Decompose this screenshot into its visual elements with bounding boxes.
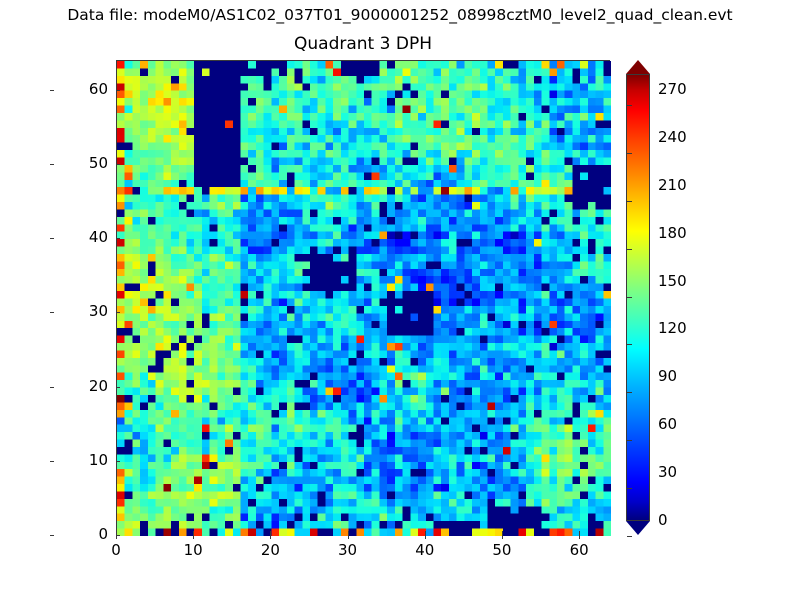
x-tick-mark-inner [270,531,272,535]
colorbar-tick-label: 0 [658,511,668,529]
colorbar-tick-mark [627,344,632,346]
x-tick-mark [270,535,272,539]
x-tick-label: 10 [183,541,203,559]
x-tick-label: 60 [569,541,589,559]
y-tick-mark [50,312,54,314]
y-tick-label: 30 [88,302,108,321]
x-tick-label: 40 [415,541,435,559]
y-tick-mark-inner [116,89,120,91]
colorbar-tick-mark [627,104,632,106]
y-tick-label: 10 [88,450,108,469]
colorbar-tick-mark [627,536,632,537]
colorbar-tick-mark [627,248,632,250]
colorbar-tick-mark [627,200,632,202]
y-tick-mark [50,386,54,388]
colorbar-tick-mark [627,488,632,490]
y-tick-mark-inner [116,163,120,165]
colorbar-tick-mark [627,152,632,154]
y-tick-label: 20 [88,376,108,395]
x-tick-mark [424,535,426,539]
colorbar-tick-label: 90 [658,367,678,386]
chart-title: Quadrant 3 DPH [294,34,432,54]
x-tick-mark [579,535,581,539]
colorbar-tick-label: 120 [658,319,687,338]
x-tick-label: 30 [338,541,358,559]
x-tick-mark [501,535,503,539]
y-tick-mark-inner [116,312,120,314]
x-tick-mark-inner [424,531,426,535]
colorbar-tick-label: 30 [658,463,678,482]
x-tick-mark [116,535,117,539]
colorbar-gradient[interactable] [626,74,650,537]
x-tick-mark [347,535,349,539]
colorbar-tick-mark [627,296,632,298]
x-tick-label: 20 [260,541,280,559]
y-tick-mark [50,89,54,91]
x-tick-mark [193,535,195,539]
x-tick-mark-inner [579,531,581,535]
heatmap-image[interactable] [117,61,611,536]
y-tick-mark [50,535,54,536]
colorbar-under-arrow-icon [626,521,650,535]
colorbar-tick-label: 150 [658,271,687,290]
colorbar[interactable]: 0 30 60 90 120 150 180 210 240 270 [626,60,687,537]
y-tick-label: 60 [88,79,108,98]
colorbar-tick-label: 240 [658,127,687,146]
x-tick-mark-inner [347,531,349,535]
x-tick-label: 50 [492,541,512,559]
x-tick-mark-inner [193,531,195,535]
x-tick-mark-inner [116,531,117,535]
y-tick-mark [50,460,54,462]
colorbar-tick-label: 270 [658,79,687,98]
x-tick-label: 0 [111,541,121,559]
y-tick-label: 0 [98,525,108,543]
y-tick-mark-inner [116,460,120,462]
colorbar-over-arrow-icon [626,60,650,74]
colorbar-tick-mark [627,392,632,394]
x-tick-mark-inner [501,531,503,535]
colorbar-tick-label: 180 [658,223,687,242]
y-tick-mark [50,163,54,165]
data-file-suptitle: Data file: modeM0/AS1C02_037T01_90000012… [67,6,733,24]
y-tick-label: 40 [88,228,108,247]
y-tick-mark-inner [116,535,120,536]
y-tick-label: 50 [88,153,108,172]
colorbar-tick-mark [627,440,632,442]
y-axis-ticks: 0 10 20 30 40 50 60 [62,0,108,600]
colorbar-tick-label: 210 [658,175,687,194]
colorbar-tick-label: 60 [658,415,678,434]
heatmap-axes[interactable] [116,60,611,536]
y-tick-mark [50,238,54,240]
y-tick-mark-inner [116,238,120,240]
y-tick-mark-inner [116,386,120,388]
